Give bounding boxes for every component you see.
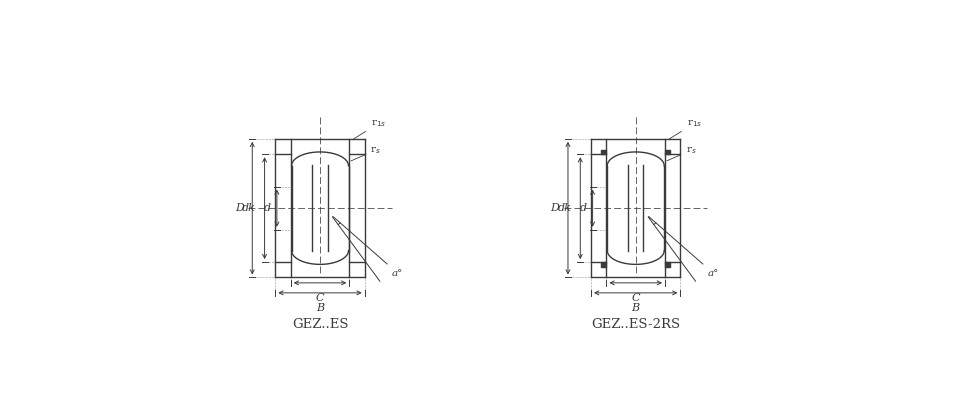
Text: C: C (316, 293, 324, 303)
Text: B: B (631, 303, 640, 313)
Text: D: D (234, 203, 243, 213)
Text: r$_{1s}$: r$_{1s}$ (352, 118, 386, 140)
Text: d: d (578, 203, 586, 213)
Text: d: d (264, 203, 270, 213)
Text: C: C (631, 293, 640, 303)
Text: a°: a° (391, 269, 402, 278)
Text: r$_{s}$: r$_{s}$ (351, 145, 381, 161)
Text: r$_{s}$: r$_{s}$ (666, 145, 696, 161)
Text: dk: dk (242, 203, 256, 213)
Text: a°: a° (706, 269, 718, 278)
Text: B: B (316, 303, 324, 313)
Text: r$_{1s}$: r$_{1s}$ (668, 118, 702, 140)
Text: GEZ..ES-2RS: GEZ..ES-2RS (590, 318, 679, 330)
Text: dk: dk (557, 203, 571, 213)
Text: GEZ..ES: GEZ..ES (292, 318, 348, 330)
Text: D: D (550, 203, 559, 213)
